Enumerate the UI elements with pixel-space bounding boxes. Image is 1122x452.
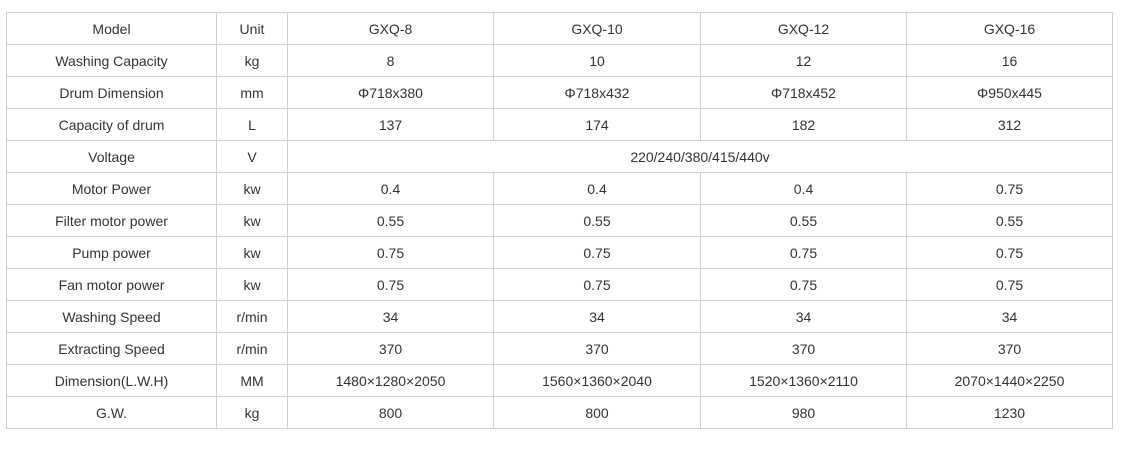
cell-value: 0.55: [700, 204, 907, 237]
row-unit: L: [216, 108, 288, 141]
cell-value: 2070×1440×2250: [906, 364, 1113, 397]
row-unit: kg: [216, 396, 288, 429]
table-row: G.W. kg 800 800 980 1230: [6, 396, 1113, 429]
table-row: Drum Dimension mm Φ718x380 Φ718x432 Φ718…: [6, 76, 1113, 109]
cell-value: 1560×1360×2040: [493, 364, 701, 397]
cell-value: 0.4: [287, 172, 494, 205]
cell-value: 800: [287, 396, 494, 429]
row-unit: mm: [216, 76, 288, 109]
header-model: GXQ-12: [700, 12, 907, 45]
cell-value: 8: [287, 44, 494, 77]
cell-value: 0.55: [493, 204, 701, 237]
cell-value: 980: [700, 396, 907, 429]
table-row: Motor Power kw 0.4 0.4 0.4 0.75: [6, 172, 1113, 205]
spec-table: Model Unit GXQ-8 GXQ-10 GXQ-12 GXQ-16 Wa…: [6, 12, 1113, 429]
cell-value: Φ718x452: [700, 76, 907, 109]
cell-value: 16: [906, 44, 1113, 77]
row-label: G.W.: [6, 396, 217, 429]
cell-value: 0.75: [906, 172, 1113, 205]
row-label: Filter motor power: [6, 204, 217, 237]
cell-value: 0.75: [906, 268, 1113, 301]
row-label: Washing Speed: [6, 300, 217, 333]
cell-value: 0.75: [287, 268, 494, 301]
row-unit: kw: [216, 236, 288, 269]
row-label: Extracting Speed: [6, 332, 217, 365]
table-row: Washing Capacity kg 8 10 12 16: [6, 44, 1113, 77]
table-header-row: Model Unit GXQ-8 GXQ-10 GXQ-12 GXQ-16: [6, 12, 1113, 45]
cell-value: 174: [493, 108, 701, 141]
row-label: Washing Capacity: [6, 44, 217, 77]
cell-value: 137: [287, 108, 494, 141]
cell-value: Φ718x380: [287, 76, 494, 109]
cell-value: 1520×1360×2110: [700, 364, 907, 397]
row-label: Capacity of drum: [6, 108, 217, 141]
cell-value: 370: [700, 332, 907, 365]
cell-value: 800: [493, 396, 701, 429]
cell-value: 1480×1280×2050: [287, 364, 494, 397]
cell-value: 0.55: [287, 204, 494, 237]
header-model: GXQ-10: [493, 12, 701, 45]
cell-value: 12: [700, 44, 907, 77]
header-model: GXQ-16: [906, 12, 1113, 45]
cell-value: 0.4: [700, 172, 907, 205]
table-row: Dimension(L.W.H) MM 1480×1280×2050 1560×…: [6, 364, 1113, 397]
cell-value: 370: [287, 332, 494, 365]
cell-value: 0.75: [493, 268, 701, 301]
row-unit: r/min: [216, 332, 288, 365]
cell-value: 370: [906, 332, 1113, 365]
cell-value: 0.75: [906, 236, 1113, 269]
cell-value: 0.55: [906, 204, 1113, 237]
cell-value: 0.75: [493, 236, 701, 269]
row-label: Pump power: [6, 236, 217, 269]
cell-value: 34: [287, 300, 494, 333]
header-unit: Unit: [216, 12, 288, 45]
table-row: Washing Speed r/min 34 34 34 34: [6, 300, 1113, 333]
cell-value: 182: [700, 108, 907, 141]
row-label: Voltage: [6, 140, 217, 173]
table-row: Voltage V 220/240/380/415/440v: [6, 140, 1113, 173]
cell-value: 0.75: [287, 236, 494, 269]
cell-value: Φ950x445: [906, 76, 1113, 109]
row-label: Fan motor power: [6, 268, 217, 301]
cell-value: 1230: [906, 396, 1113, 429]
table-row: Extracting Speed r/min 370 370 370 370: [6, 332, 1113, 365]
cell-value: 34: [700, 300, 907, 333]
cell-value: 34: [906, 300, 1113, 333]
row-unit: kw: [216, 204, 288, 237]
header-parameter: Model: [6, 12, 217, 45]
row-label: Motor Power: [6, 172, 217, 205]
table-row: Pump power kw 0.75 0.75 0.75 0.75: [6, 236, 1113, 269]
row-unit: MM: [216, 364, 288, 397]
voltage-merged-cell: 220/240/380/415/440v: [287, 140, 1113, 173]
row-unit: r/min: [216, 300, 288, 333]
cell-value: 34: [493, 300, 701, 333]
row-unit: kg: [216, 44, 288, 77]
cell-value: 10: [493, 44, 701, 77]
cell-value: 0.75: [700, 268, 907, 301]
cell-value: Φ718x432: [493, 76, 701, 109]
row-unit: kw: [216, 268, 288, 301]
table-row: Filter motor power kw 0.55 0.55 0.55 0.5…: [6, 204, 1113, 237]
cell-value: 370: [493, 332, 701, 365]
row-label: Drum Dimension: [6, 76, 217, 109]
cell-value: 0.75: [700, 236, 907, 269]
cell-value: 0.4: [493, 172, 701, 205]
header-model: GXQ-8: [287, 12, 494, 45]
table-row: Capacity of drum L 137 174 182 312: [6, 108, 1113, 141]
row-unit: kw: [216, 172, 288, 205]
row-label: Dimension(L.W.H): [6, 364, 217, 397]
row-unit: V: [216, 140, 288, 173]
table-row: Fan motor power kw 0.75 0.75 0.75 0.75: [6, 268, 1113, 301]
cell-value: 312: [906, 108, 1113, 141]
